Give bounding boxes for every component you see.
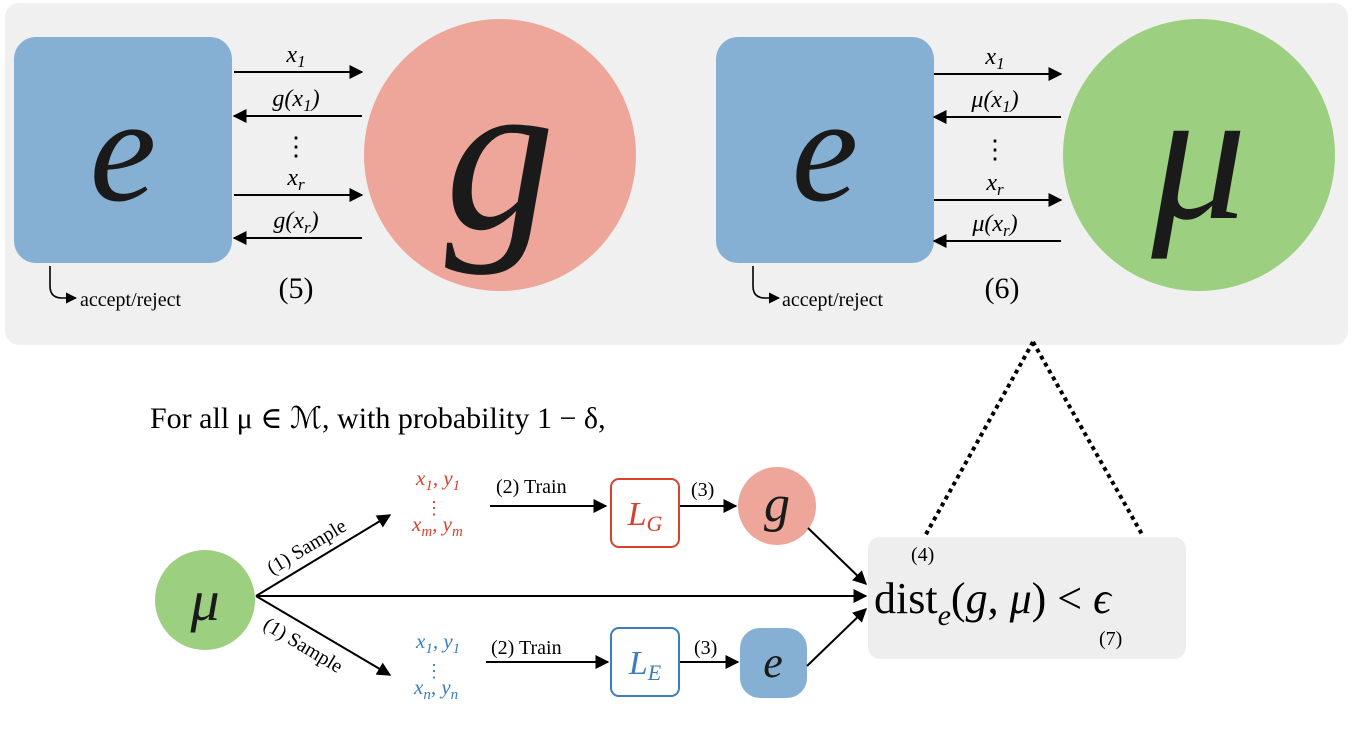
label-mux1: μ(x1): [970, 87, 1018, 116]
step-6-label: (6): [985, 272, 1020, 305]
model-letter-g: g: [445, 32, 555, 276]
blue-sample-dots: ⋮: [425, 661, 443, 681]
step3-label-top: (3): [691, 479, 714, 501]
g-to-result-arrow: [807, 527, 868, 585]
decision-arrow-left: [49, 266, 78, 304]
decision-arrow-right: [752, 266, 781, 304]
learner-box-lg: [610, 478, 680, 548]
decision-label-right: accept/reject: [782, 289, 883, 311]
red-sample-last: xm, ym: [411, 512, 463, 540]
sample-arrow-bottom: [255, 595, 392, 676]
e-to-result-arrow: [806, 608, 868, 667]
verifier-letter-left: e: [90, 67, 157, 233]
result-expression: diste(g, μ) < ϵ: [874, 574, 1113, 632]
train-label-top: (2) Train: [496, 476, 567, 498]
hypothesis-g-letter: g: [764, 476, 790, 533]
learner-box-le: [610, 627, 680, 697]
truth-circle-mu: [1063, 19, 1335, 291]
source-distribution-mu: [155, 550, 255, 650]
step-4-label: (4): [911, 544, 934, 566]
label-gxr: g(xr): [273, 208, 318, 237]
blue-sample-last: xn, yn: [413, 675, 458, 703]
step-7-label: (7): [1099, 628, 1122, 650]
label-gx1: g(x1): [272, 86, 319, 115]
evaluator-e-node: [740, 628, 807, 698]
hypothesis-g-node: [738, 467, 816, 545]
verifier-box-right: [716, 37, 934, 263]
dots-left: ⋮: [283, 132, 309, 161]
truth-letter-mu: μ: [1150, 50, 1246, 260]
label-muxr: μ(xr): [971, 211, 1017, 240]
train-label-bottom: (2) Train: [491, 637, 562, 659]
result-box: [868, 537, 1186, 659]
step-5-label: (5): [279, 272, 314, 305]
verifier-box-left: [14, 37, 232, 263]
dotted-link-right: [1031, 341, 1145, 537]
blue-sample-first: x1, y1: [415, 629, 460, 657]
learner-le-label: LE: [628, 645, 662, 685]
decision-label-left: accept/reject: [80, 289, 181, 311]
verifier-letter-right: e: [792, 67, 859, 233]
model-circle-g: [364, 19, 636, 291]
dotted-link-left: [923, 341, 1035, 537]
probability-statement: For all μ ∈ ℳ, with probability 1 − δ,: [150, 402, 606, 435]
evaluator-e-letter: e: [763, 638, 783, 687]
source-mu-letter: μ: [189, 568, 219, 633]
step3-label-bottom: (3): [694, 637, 717, 659]
red-sample-dots: ⋮: [425, 498, 443, 518]
protocol-panel: [5, 3, 1348, 345]
dots-right: ⋮: [982, 135, 1008, 164]
sample-arrow-top: [255, 514, 392, 597]
red-sample-first: x1, y1: [415, 466, 460, 494]
